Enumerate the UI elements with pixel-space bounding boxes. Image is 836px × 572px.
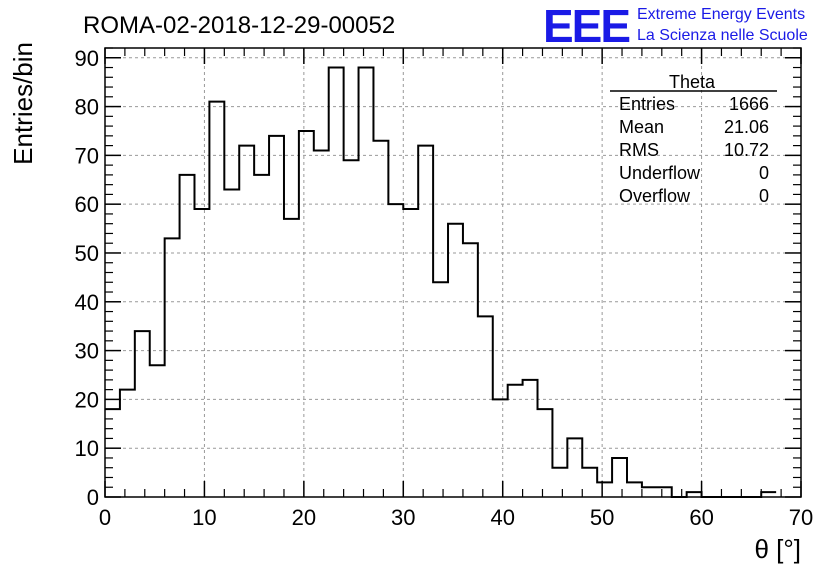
stats-value: 21.06 bbox=[724, 117, 769, 137]
stats-value: 0 bbox=[759, 163, 769, 183]
x-tick-label: 70 bbox=[789, 505, 813, 530]
y-tick-labels: 0 10 20 30 40 50 60 70 80 90 bbox=[75, 46, 99, 510]
x-tick-label: 0 bbox=[99, 505, 111, 530]
x-tick-label: 30 bbox=[391, 505, 415, 530]
y-tick-label: 70 bbox=[75, 143, 99, 168]
histogram-outline bbox=[105, 66, 777, 498]
logo-line-2: La Scienza nelle Scuole bbox=[637, 27, 808, 44]
eee-logo: EEE Extreme Energy Events La Scienza nel… bbox=[543, 0, 808, 52]
y-tick-label: 30 bbox=[75, 339, 99, 364]
stats-label: Underflow bbox=[619, 163, 701, 183]
y-tick-label: 80 bbox=[75, 95, 99, 120]
x-axis-title: θ [°] bbox=[754, 534, 801, 564]
stats-title: Theta bbox=[669, 72, 716, 92]
y-axis-title: Entries/bin bbox=[8, 42, 38, 165]
logo-mark: EEE bbox=[543, 0, 629, 52]
logo-line-1: Extreme Energy Events bbox=[637, 6, 805, 23]
y-tick-label: 90 bbox=[75, 46, 99, 71]
x-tick-label: 50 bbox=[590, 505, 614, 530]
grid bbox=[105, 48, 801, 497]
chart-title: ROMA-02-2018-12-29-00052 bbox=[83, 12, 395, 39]
stats-value: 1666 bbox=[729, 94, 769, 114]
stats-label: RMS bbox=[619, 140, 659, 160]
stats-rows: Entries 1666 Mean 21.06 RMS 10.72 Underflow 0 Ov… bbox=[619, 94, 769, 206]
y-tick-label: 60 bbox=[75, 192, 99, 217]
y-tick-label: 10 bbox=[75, 436, 99, 461]
axis-ticks bbox=[104, 47, 802, 498]
x-tick-label: 20 bbox=[292, 505, 316, 530]
stats-label: Overflow bbox=[619, 186, 691, 206]
stats-label: Entries bbox=[619, 94, 675, 114]
y-tick-label: 50 bbox=[75, 241, 99, 266]
x-tick-label: 10 bbox=[192, 505, 216, 530]
x-tick-labels: 0 10 20 30 40 50 60 70 bbox=[99, 505, 813, 530]
x-tick-label: 40 bbox=[490, 505, 514, 530]
stats-value: 10.72 bbox=[724, 140, 769, 160]
stats-box: Theta Entries 1666 Mean 21.06 RMS 10.72 Underf… bbox=[610, 72, 777, 206]
y-tick-label: 40 bbox=[75, 290, 99, 315]
stats-label: Mean bbox=[619, 117, 664, 137]
y-tick-label: 20 bbox=[75, 387, 99, 412]
x-tick-label: 60 bbox=[689, 505, 713, 530]
stats-value: 0 bbox=[759, 186, 769, 206]
y-tick-label: 0 bbox=[87, 485, 99, 510]
